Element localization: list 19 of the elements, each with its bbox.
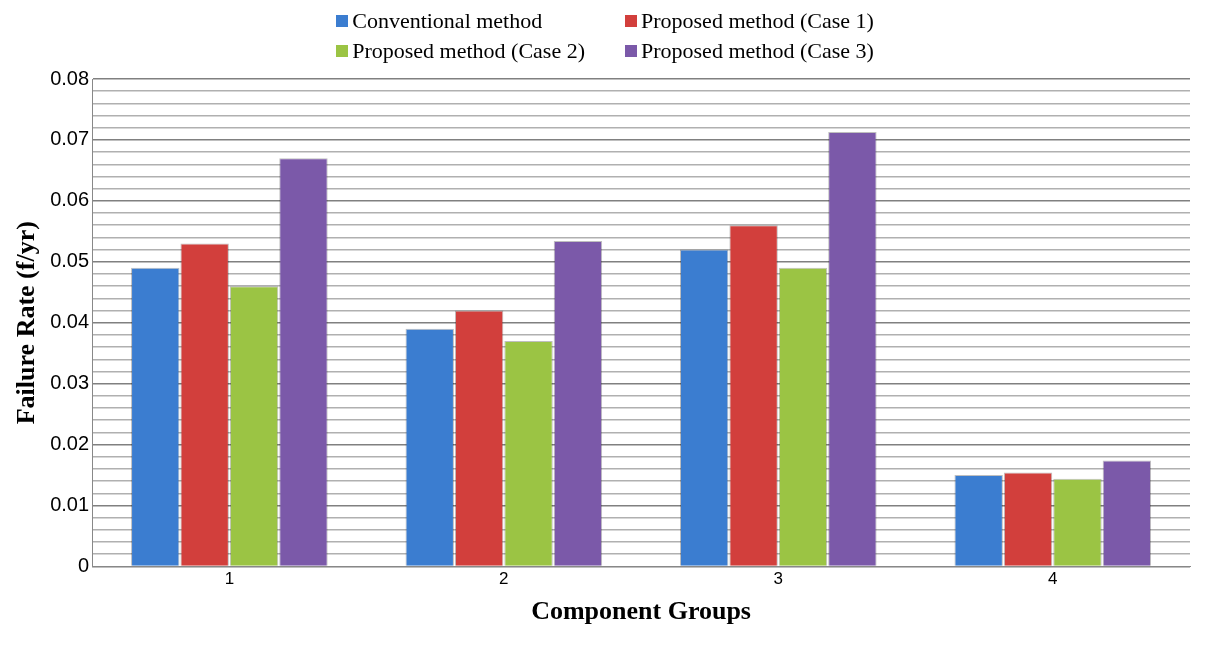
legend-label: Proposed method (Case 3): [641, 38, 874, 64]
y-tick-label: 0.04: [50, 310, 90, 333]
y-tick-label: 0.02: [50, 432, 90, 455]
x-tick-label: 3: [773, 569, 784, 589]
y-tick-label: 0.01: [50, 492, 90, 515]
y-tick-label: 0.06: [50, 188, 90, 211]
legend-label: Proposed method (Case 2): [352, 38, 585, 64]
x-tick-label: 2: [499, 569, 509, 589]
x-tick-label: 1: [224, 569, 235, 589]
y-tick-label: 0: [78, 553, 90, 576]
x-tick-label: 4: [1048, 569, 1058, 589]
y-tick-label: 0.05: [50, 249, 90, 272]
y-tick-label: 0.07: [50, 127, 90, 150]
y-tick-label: 0.03: [50, 371, 90, 394]
x-axis-title: Component Groups: [531, 596, 751, 626]
y-axis-title: Failure Rate (f/yr): [11, 221, 41, 425]
legend-label: Proposed method (Case 1): [641, 8, 874, 34]
legend-label: Conventional method: [352, 8, 543, 34]
y-tick-label: 0.08: [50, 66, 90, 89]
